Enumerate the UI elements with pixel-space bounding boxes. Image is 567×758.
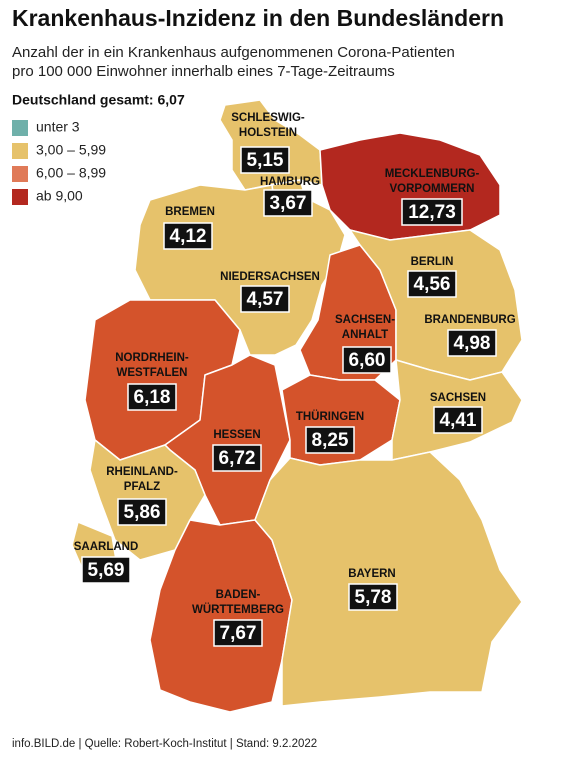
total: Deutschland gesamt: 6,07 xyxy=(12,92,185,108)
legend-label: unter 3 xyxy=(36,119,80,135)
state-name: THÜRINGEN xyxy=(296,410,364,423)
state-value: 4,98 xyxy=(454,333,491,354)
value-box xyxy=(212,444,262,472)
state-value: 4,12 xyxy=(170,226,207,247)
state-value: 5,78 xyxy=(355,587,392,608)
state-name: VORPOMMERN xyxy=(390,183,475,195)
state-name: PFALZ xyxy=(124,481,160,493)
state-name: BAYERN xyxy=(348,568,396,580)
state-region xyxy=(149,519,293,713)
subtitle-line: pro 100 000 Einwohner innerhalb eines 7-… xyxy=(12,63,395,80)
state-region xyxy=(254,451,523,707)
value-box xyxy=(240,146,290,174)
value-box xyxy=(407,270,457,298)
value-box xyxy=(240,285,290,313)
value-box xyxy=(213,619,263,647)
state-name: HOLSTEIN xyxy=(239,127,297,139)
value-box xyxy=(348,583,398,611)
state-value: 5,86 xyxy=(124,502,161,523)
value-box xyxy=(433,406,483,434)
state-name: BREMEN xyxy=(165,206,215,218)
state-value: 6,18 xyxy=(134,387,171,408)
value-box xyxy=(305,426,355,454)
legend-swatch xyxy=(12,166,28,182)
footer: info.BILD.de | Quelle: Robert-Koch-Insti… xyxy=(12,738,317,750)
state-name: MECKLENBURG- xyxy=(385,168,480,180)
state-name: WESTFALEN xyxy=(117,367,188,379)
state-value: 3,67 xyxy=(270,193,307,214)
state-name: BRANDENBURG xyxy=(424,314,515,326)
legend-label: 3,00 – 5,99 xyxy=(36,142,106,158)
legend-label: 6,00 – 8,99 xyxy=(36,165,106,181)
state-name: RHEINLAND- xyxy=(106,466,178,478)
value-box xyxy=(81,556,131,584)
state-value: 4,56 xyxy=(414,274,451,295)
value-box xyxy=(163,222,213,250)
state-value: 12,73 xyxy=(408,202,456,223)
state-name: HAMBURG xyxy=(260,176,320,188)
state-name: SCHLESWIG- xyxy=(231,112,305,124)
state-name: SAARLAND xyxy=(74,541,139,553)
legend-swatch xyxy=(12,143,28,159)
value-box xyxy=(263,189,313,217)
state-value: 4,57 xyxy=(247,289,284,310)
state-name: NORDRHEIN- xyxy=(115,352,189,364)
title: Krankenhaus-Inzidenz in den Bundesländer… xyxy=(12,5,504,31)
value-box xyxy=(447,329,497,357)
state-value: 5,69 xyxy=(88,560,125,581)
state-value: 6,60 xyxy=(349,350,386,371)
value-box xyxy=(342,346,392,374)
state-name: BADEN- xyxy=(216,589,261,601)
state-value: 5,15 xyxy=(247,150,284,171)
state-name: SACHSEN xyxy=(430,392,486,404)
state-name: WÜRTTEMBERG xyxy=(192,603,284,616)
state-name: NIEDERSACHSEN xyxy=(220,271,320,283)
value-box xyxy=(117,498,167,526)
state-value: 7,67 xyxy=(220,623,257,644)
subtitle-line: Anzahl der in ein Krankenhaus aufgenomme… xyxy=(12,44,455,61)
state-name: ANHALT xyxy=(342,329,388,341)
value-box xyxy=(127,383,177,411)
state-value: 6,72 xyxy=(219,448,256,469)
legend-swatch xyxy=(12,120,28,136)
legend-label: ab 9,00 xyxy=(36,188,83,204)
state-name: HESSEN xyxy=(213,429,260,441)
state-name: SACHSEN- xyxy=(335,314,395,326)
state-value: 8,25 xyxy=(312,430,349,451)
legend-swatch xyxy=(12,189,28,205)
state-name: BERLIN xyxy=(411,256,454,268)
value-box xyxy=(401,198,463,226)
state-value: 4,41 xyxy=(440,410,477,431)
